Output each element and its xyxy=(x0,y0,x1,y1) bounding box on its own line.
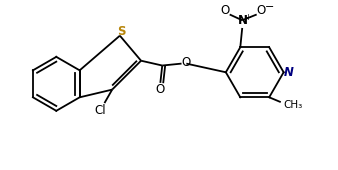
Text: +: + xyxy=(245,13,251,22)
Text: CH₃: CH₃ xyxy=(284,100,303,110)
Text: O: O xyxy=(182,56,191,69)
Text: O: O xyxy=(156,83,165,96)
Text: −: − xyxy=(265,2,274,12)
Text: Cl: Cl xyxy=(95,104,106,117)
Text: N: N xyxy=(284,66,293,79)
Text: O: O xyxy=(257,4,266,17)
Text: O: O xyxy=(220,4,230,17)
Text: N: N xyxy=(238,14,248,27)
Text: S: S xyxy=(118,25,126,38)
